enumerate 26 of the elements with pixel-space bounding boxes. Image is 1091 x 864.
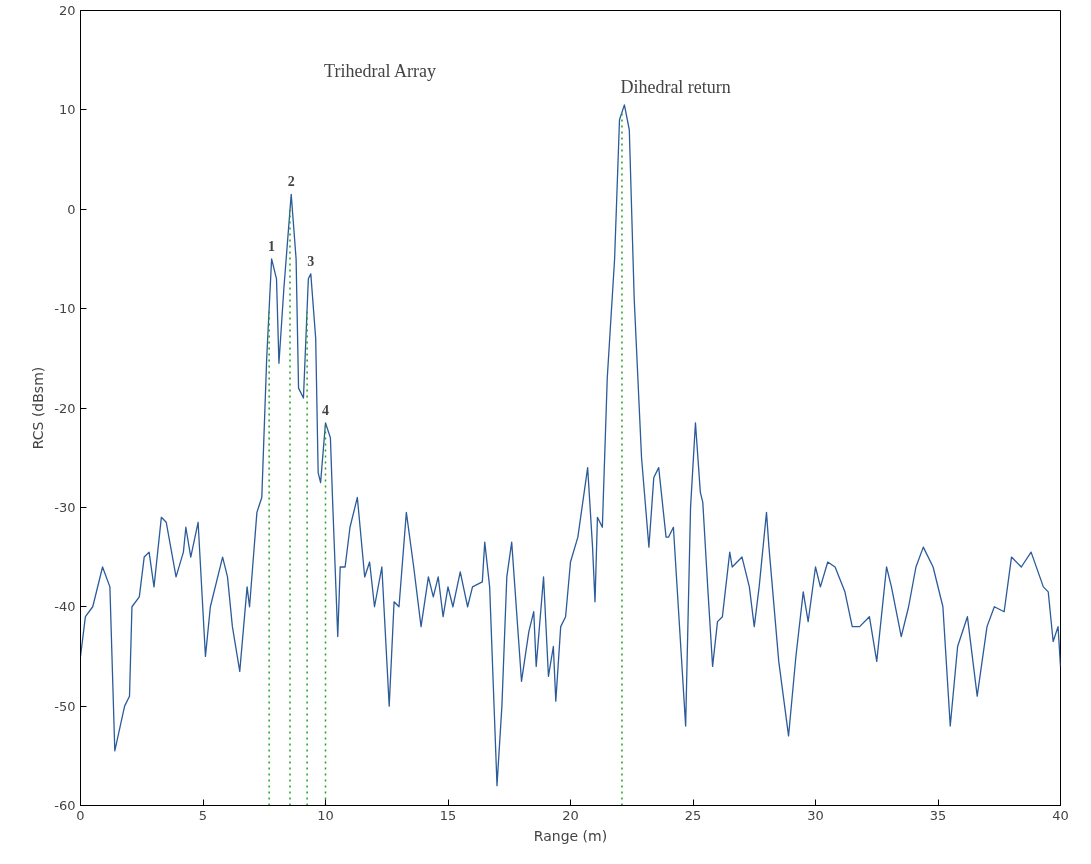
x-tick-label: 30 bbox=[807, 807, 824, 823]
annotation: 1 bbox=[268, 238, 276, 254]
annotation: Trihedral Array bbox=[324, 60, 436, 81]
y-tick-label: -10 bbox=[54, 301, 76, 317]
x-tick-label: 35 bbox=[929, 807, 947, 823]
annotation: 3 bbox=[307, 253, 315, 269]
x-tick-label: 10 bbox=[317, 807, 334, 823]
x-tick-label: 20 bbox=[562, 807, 579, 823]
x-tick-label: 15 bbox=[439, 807, 457, 823]
y-tick-label: -40 bbox=[54, 599, 76, 615]
annotation: 2 bbox=[287, 174, 295, 190]
line-series bbox=[80, 104, 1061, 787]
y-tick-label: -50 bbox=[54, 698, 76, 714]
y-tick-label: 20 bbox=[58, 3, 76, 18]
x-axis-title: Range (m) bbox=[533, 827, 608, 844]
x-tick-label: 40 bbox=[1052, 807, 1069, 823]
y-tick-label: 0 bbox=[67, 201, 76, 217]
annotation: Dihedral return bbox=[620, 76, 731, 97]
y-axis-title: RCS (dBsm) bbox=[30, 366, 47, 450]
x-tick-label: 5 bbox=[198, 807, 208, 823]
x-tick-label: 25 bbox=[684, 807, 702, 823]
y-tick-label: -20 bbox=[54, 400, 76, 416]
y-tick-label: 10 bbox=[58, 102, 76, 118]
y-tick-label: -60 bbox=[54, 798, 76, 813]
y-tick-label: -30 bbox=[54, 499, 76, 515]
annotation: 4 bbox=[322, 402, 329, 418]
